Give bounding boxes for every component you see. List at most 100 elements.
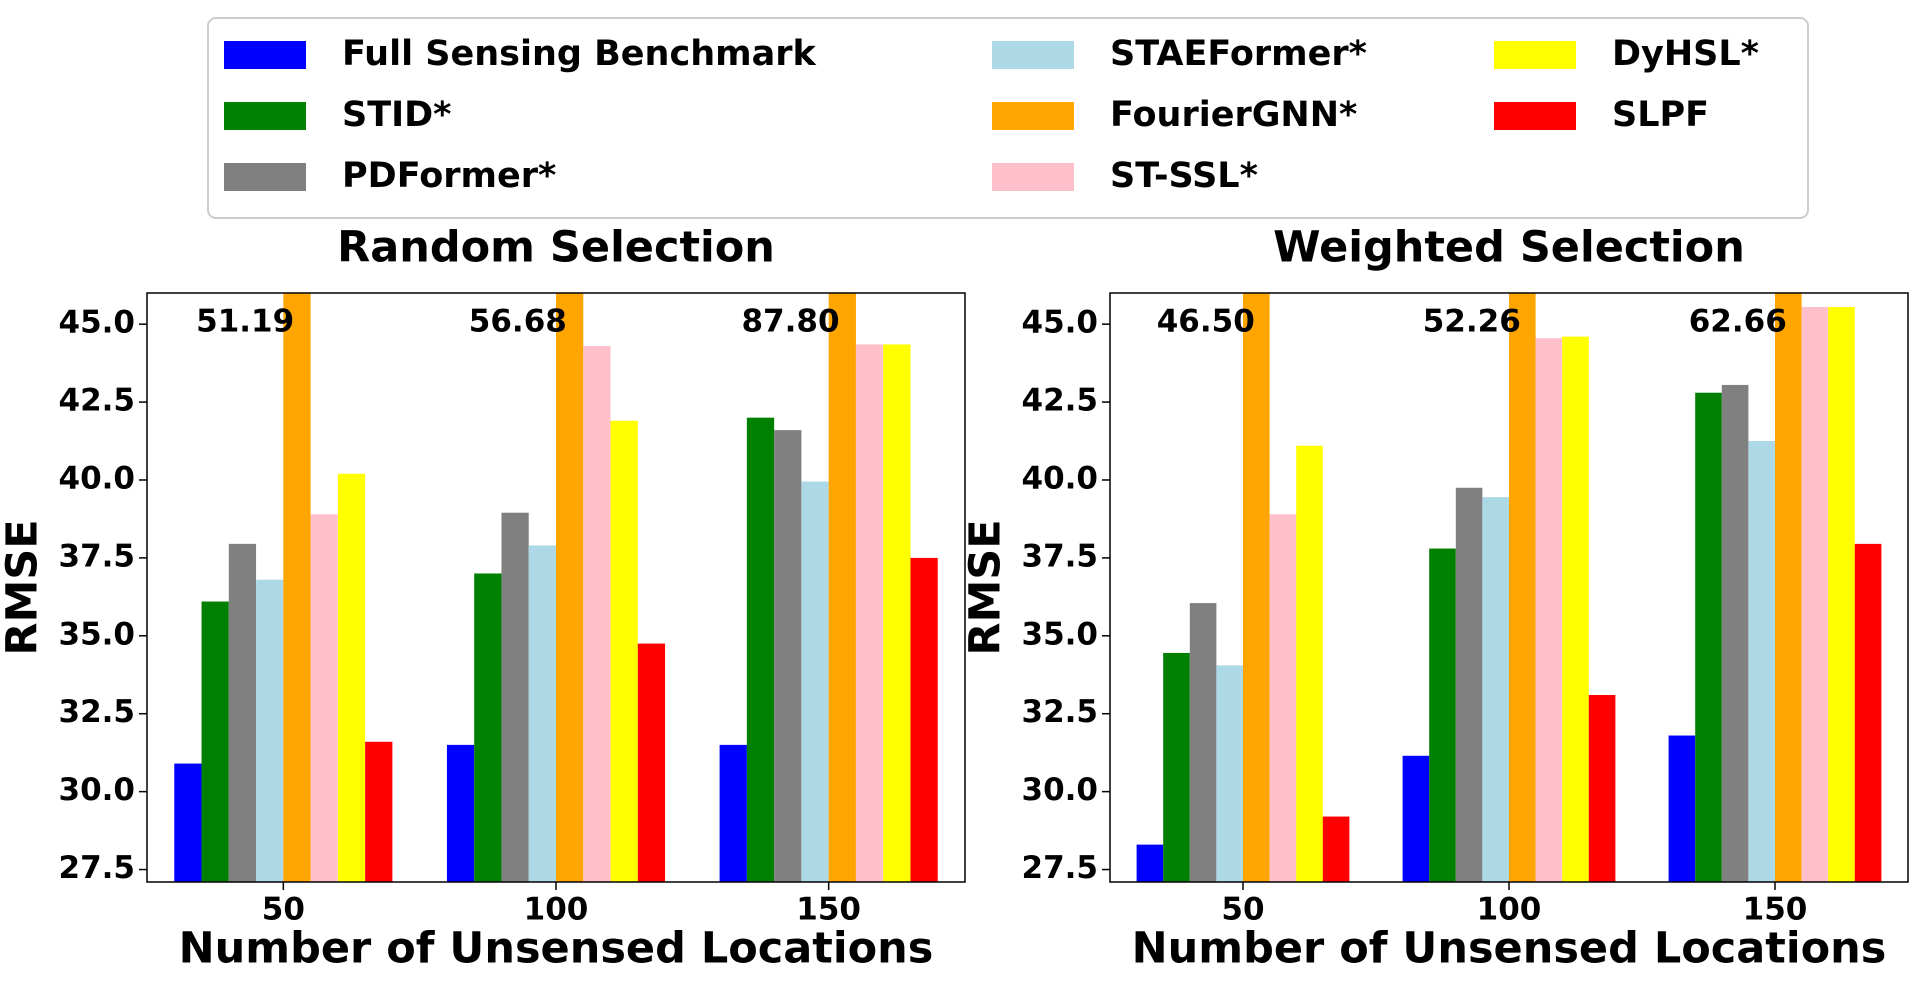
legend-swatch (224, 102, 306, 130)
bar (1136, 844, 1164, 882)
y-tick-label: 27.5 (59, 850, 136, 886)
bar (774, 430, 802, 882)
bar (1668, 735, 1696, 882)
chart-title: Random Selection (337, 223, 775, 273)
bars (174, 293, 938, 882)
plot-frame (1109, 292, 1909, 883)
y-tick-label: 32.5 (1022, 694, 1099, 730)
legend-swatch (992, 163, 1074, 191)
bar (528, 545, 556, 882)
legend-label: Full Sensing Benchmark (342, 34, 816, 74)
bar (1801, 307, 1829, 882)
bars (1136, 293, 1882, 882)
bar (556, 293, 584, 882)
y-tick-label: 45.0 (59, 305, 136, 341)
bar (1562, 336, 1589, 882)
bar (1189, 603, 1217, 882)
y-tick-label: 37.5 (1022, 538, 1099, 574)
bar (1163, 652, 1190, 882)
bar (1322, 816, 1350, 882)
legend-label: FourierGNN* (1110, 95, 1357, 135)
value-label: 56.68 (469, 304, 567, 340)
y-tick-label: 30.0 (59, 772, 136, 808)
legend-label: PDFormer* (342, 156, 556, 196)
y-tick-label: 45.0 (1022, 305, 1099, 341)
bar (1402, 755, 1430, 882)
bar (474, 573, 502, 882)
x-axis-label: Number of Unsensed Locations (1132, 924, 1887, 974)
bar (1216, 665, 1243, 882)
chart-title: Weighted Selection (1273, 223, 1745, 273)
value-label: 87.80 (741, 304, 839, 340)
x-tick-label: 150 (1743, 892, 1808, 928)
bar (1695, 392, 1722, 882)
value-label: 51.19 (196, 304, 294, 340)
legend-label: SLPF (1612, 95, 1709, 135)
bar (365, 741, 393, 882)
x-tick-label: 100 (524, 892, 589, 928)
bar (801, 481, 829, 882)
legend-label: STAEFormer* (1110, 34, 1367, 74)
bar (746, 417, 775, 882)
y-tick-label: 42.5 (1022, 383, 1099, 419)
bar (201, 601, 229, 882)
y-tick-label: 42.5 (59, 383, 136, 419)
bar (828, 293, 856, 882)
bar (1748, 441, 1775, 882)
y-axis-label: RMSE (961, 519, 1011, 655)
bar (910, 557, 938, 882)
legend-swatch (992, 102, 1074, 130)
bar (855, 344, 884, 882)
bar (174, 763, 202, 882)
x-axis-label: Number of Unsensed Locations (179, 924, 934, 974)
x-tick-label: 150 (796, 892, 861, 928)
bar (501, 512, 529, 882)
x-tick-label: 50 (262, 892, 305, 928)
bar (1854, 543, 1882, 882)
bar (883, 344, 911, 882)
bar (256, 579, 284, 882)
legend-swatch (224, 41, 306, 69)
y-tick-label: 30.0 (1022, 772, 1099, 808)
bar (610, 420, 638, 882)
bar (228, 543, 257, 882)
bar (637, 643, 666, 882)
y-tick-label: 35.0 (59, 616, 136, 652)
legend-swatch (1494, 102, 1576, 130)
bar (1482, 497, 1509, 882)
bar (1296, 445, 1323, 882)
bar (337, 473, 366, 882)
bar (1588, 695, 1616, 882)
y-axis-label: RMSE (0, 519, 48, 655)
y-tick-label: 40.0 (59, 460, 136, 496)
y-tick-label: 40.0 (1022, 460, 1099, 496)
legend-swatch (224, 163, 306, 191)
value-label: 52.26 (1423, 304, 1521, 340)
y-tick-label: 37.5 (59, 538, 136, 574)
legend-label: DyHSL* (1612, 34, 1759, 74)
bar (283, 293, 311, 882)
x-tick-label: 100 (1477, 892, 1542, 928)
bar (1243, 293, 1270, 882)
value-label: 46.50 (1157, 304, 1255, 340)
y-tick-label: 27.5 (1022, 850, 1099, 886)
bar (446, 744, 475, 882)
bar (719, 744, 747, 882)
bar (1535, 338, 1563, 882)
bar (1509, 293, 1536, 882)
bar (1429, 548, 1456, 882)
legend-swatch (1494, 41, 1576, 69)
y-tick-label: 32.5 (59, 694, 136, 730)
bar (583, 345, 611, 882)
bar (1455, 487, 1483, 882)
value-label: 62.66 (1689, 304, 1787, 340)
bar (1721, 384, 1749, 882)
legend-label: ST-SSL* (1110, 156, 1258, 196)
bar (1828, 307, 1855, 882)
plot-frame (146, 292, 966, 883)
x-tick-label: 50 (1221, 892, 1264, 928)
y-tick-label: 35.0 (1022, 616, 1099, 652)
bar (1775, 293, 1802, 882)
bar (1269, 514, 1297, 882)
